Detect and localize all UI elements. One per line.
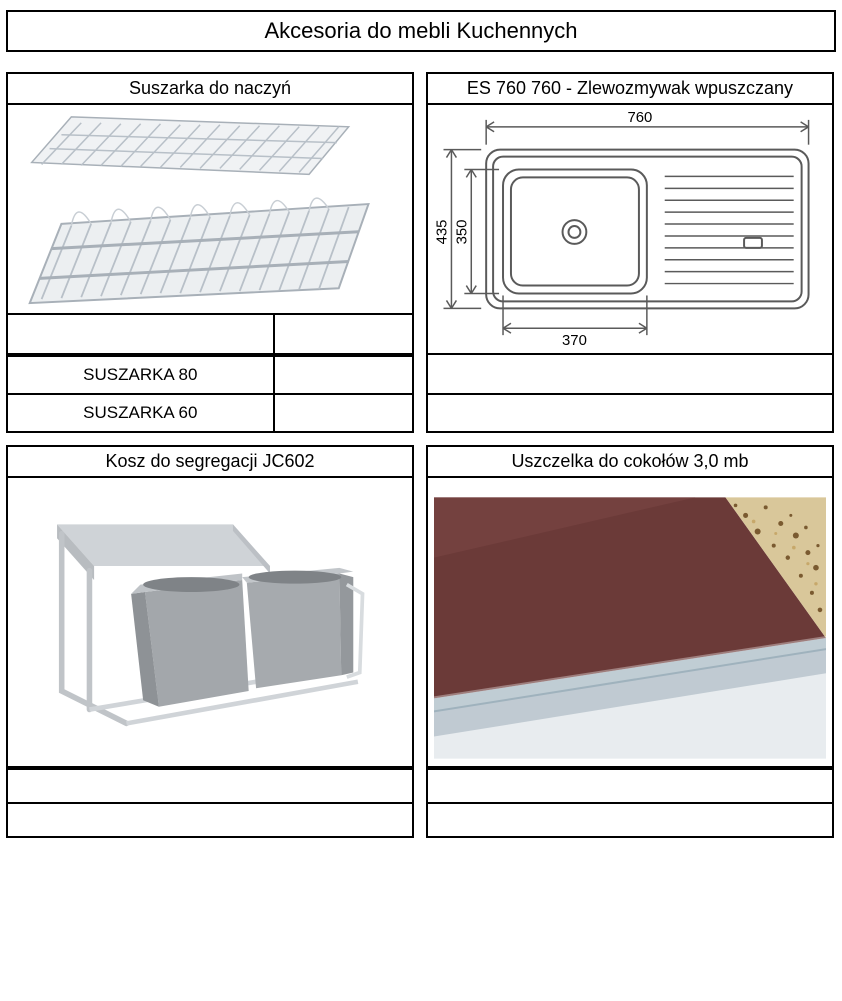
product-image-waste-bin xyxy=(8,478,412,768)
product-image-sink: 760 xyxy=(428,105,832,355)
svg-text:350: 350 xyxy=(454,220,470,245)
product-cell-sink: ES 760 760 - Zlewozmywak wpuszczany 760 xyxy=(426,72,834,433)
product-grid: Suszarka do naczyń xyxy=(4,72,838,838)
variant-label xyxy=(428,355,832,393)
page-title: Akcesoria do mebli Kuchennych xyxy=(6,10,836,52)
variant-label: SUSZARKA 80 xyxy=(8,357,275,393)
product-image-seal xyxy=(428,478,832,768)
cell-header: Kosz do segregacji JC602 xyxy=(8,447,412,478)
empty-row xyxy=(8,768,412,802)
cell-header: ES 760 760 - Zlewozmywak wpuszczany xyxy=(428,74,832,105)
cell-header: Suszarka do naczyń xyxy=(8,74,412,105)
variant-value xyxy=(275,357,412,393)
empty-row xyxy=(428,768,832,802)
variant-label: SUSZARKA 60 xyxy=(8,395,275,431)
cell-header: Uszczelka do cokołów 3,0 mb xyxy=(428,447,832,478)
variant-value xyxy=(275,395,412,431)
empty-row xyxy=(428,802,832,836)
product-image-dish-rack xyxy=(8,105,412,315)
product-cell-seal: Uszczelka do cokołów 3,0 mb xyxy=(426,445,834,838)
svg-text:370: 370 xyxy=(562,333,587,349)
svg-text:760: 760 xyxy=(628,110,653,126)
sink-diagram-icon: 760 xyxy=(428,105,832,353)
plinth-seal-icon xyxy=(434,496,826,760)
product-cell-dish-rack: Suszarka do naczyń xyxy=(6,72,414,433)
empty-row xyxy=(8,802,412,836)
waste-bin-icon xyxy=(28,492,392,751)
dish-rack-icon xyxy=(8,105,412,313)
variant-label xyxy=(428,395,832,431)
svg-text:435: 435 xyxy=(434,220,450,245)
product-cell-waste-bin: Kosz do segregacji JC602 xyxy=(6,445,414,838)
